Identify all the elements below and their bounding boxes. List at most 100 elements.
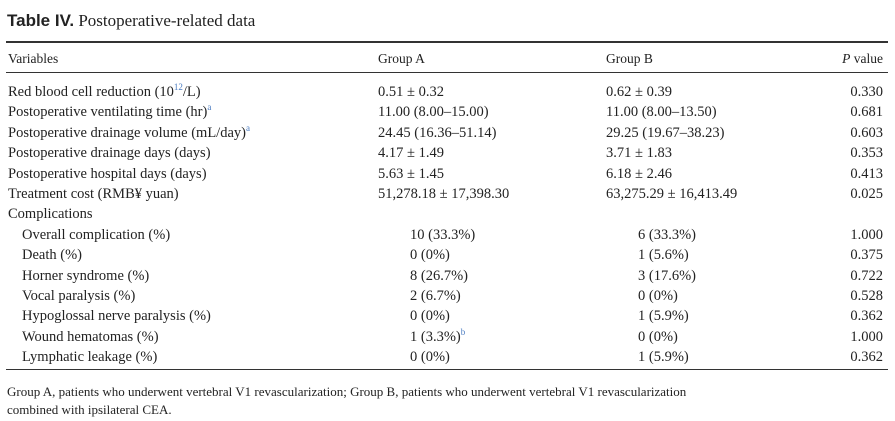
variable-cell-text: Hypoglossal nerve paralysis (%) <box>22 308 211 325</box>
group-a-cell-text: 0 (0%) <box>410 247 450 264</box>
header-cell: P value <box>842 50 883 68</box>
group-b-cell-text: 0 (0%) <box>638 288 678 304</box>
group-a-cell-text: 10 (33.3%) <box>410 226 476 243</box>
variable-cell: Horner syndrome (%) <box>22 267 149 285</box>
title-text: Postoperative-related data <box>78 11 256 30</box>
variable-cell: Postoperative drainage days (days) <box>8 144 211 162</box>
group-a-cell: 1 (3.3%)b <box>410 326 466 346</box>
bottom-rule <box>6 369 888 370</box>
p-cell-text: 1.000 <box>850 226 883 243</box>
footnote: Group A, patients who underwent vertebra… <box>7 384 687 399</box>
footnote-mark: a <box>207 102 212 113</box>
group-b-cell: 0.62 ± 0.39 <box>606 83 672 101</box>
group-a-cell-text: 0 (0%) <box>410 308 450 325</box>
variable-cell-text: Lymphatic leakage (%) <box>22 349 158 366</box>
p-cell-text: 0.375 <box>850 247 883 264</box>
group-b-cell-text: 11.00 (8.00–13.50) <box>606 104 717 121</box>
variable-cell: Postoperative hospital days (days) <box>8 165 207 183</box>
header-cell: Variables <box>8 51 59 66</box>
variable-cell-text: Postoperative drainage volume (mL/day) <box>8 124 246 141</box>
group-a-cell-text: 24.45 (16.36–51.14) <box>378 124 497 141</box>
group-b-cell-text: 63,275.29 ± 16,413.49 <box>606 186 738 202</box>
variable-cell-text: Postoperative drainage days (days) <box>8 145 211 162</box>
group-a-cell: 5.63 ± 1.45 <box>378 165 444 183</box>
p-cell-text: 0.362 <box>850 349 883 366</box>
table-title: Table IV. Postoperative-related data <box>7 12 255 30</box>
group-a-cell: 11.00 (8.00–15.00) <box>378 103 489 121</box>
p-cell: 1.000 <box>850 226 883 244</box>
group-b-cell: 1 (5.9%) <box>638 348 689 366</box>
p-cell-text: 0.603 <box>850 124 883 141</box>
group-a-cell: 10 (33.3%) <box>410 226 475 244</box>
variable-cell: Postoperative ventilating time (hr)a <box>8 103 211 121</box>
group-b-cell-text: 0 (0%) <box>638 328 678 345</box>
variable-cell-text: Postoperative hospital days (days) <box>8 165 207 182</box>
p-cell: 0.330 <box>850 83 883 101</box>
group-a-cell: 0.51 ± 0.32 <box>378 83 444 101</box>
p-cell-text: 0.528 <box>850 288 883 304</box>
group-b-cell-text: 1 (5.9%) <box>638 349 689 366</box>
variable-cell-text: Red blood cell reduction (10 <box>8 84 174 100</box>
p-cell-text: 1.000 <box>850 328 883 345</box>
group-a-cell: 8 (26.7%) <box>410 267 468 285</box>
p-cell: 1.000 <box>850 328 883 346</box>
header-cell: Group A <box>378 51 425 66</box>
variable-cell-text: Treatment cost (RMB¥ yuan) <box>8 186 179 202</box>
variable-cell: Red blood cell reduction (1012/L) <box>8 83 201 101</box>
p-cell-text: 0.722 <box>850 267 883 284</box>
variable-cell: Lymphatic leakage (%) <box>22 348 157 366</box>
footnote: combined with ipsilateral CEA. <box>7 402 172 417</box>
variable-cell-text: /L) <box>182 84 201 100</box>
group-b-cell-text: 1 (5.6%) <box>638 247 689 264</box>
group-b-cell: 3 (17.6%) <box>638 267 696 285</box>
group-b-cell: 63,275.29 ± 16,413.49 <box>606 185 737 203</box>
group-b-cell-text: 6 (33.3%) <box>638 226 696 243</box>
group-b-cell-text: 0.62 ± 0.39 <box>606 84 672 100</box>
footnote-mark: 12 <box>173 82 183 92</box>
p-cell: 0.353 <box>850 144 883 162</box>
group-a-cell: 2 (6.7%) <box>410 287 461 305</box>
variable-cell: Treatment cost (RMB¥ yuan) <box>8 185 179 203</box>
p-cell: 0.722 <box>850 267 883 285</box>
group-b-cell: 6.18 ± 2.46 <box>606 165 672 183</box>
group-a-cell: 0 (0%) <box>410 307 450 325</box>
variable-cell-text: Horner syndrome (%) <box>22 267 150 284</box>
group-b-cell-text: 3 (17.6%) <box>638 267 696 284</box>
variable-cell-text: Overall complication (%) <box>22 226 171 243</box>
p-cell-text: 0.362 <box>850 308 883 325</box>
table-number: Table IV. <box>7 11 75 30</box>
header-rule <box>6 72 888 73</box>
variable-cell-text: Wound hematomas (%) <box>22 328 159 345</box>
group-b-cell-text: 29.25 (19.67–38.23) <box>606 124 725 141</box>
group-b-cell: 29.25 (19.67–38.23) <box>606 124 724 142</box>
p-cell: 0.603 <box>850 124 883 142</box>
p-cell: 0.681 <box>850 103 883 121</box>
group-b-cell: 1 (5.6%) <box>638 246 689 264</box>
header-cell: Group B <box>606 51 653 66</box>
group-a-cell-text: 0.51 ± 0.32 <box>378 84 444 100</box>
section-label: Complications <box>8 206 93 223</box>
p-cell-text: 0.330 <box>850 84 883 100</box>
variable-cell: Wound hematomas (%) <box>22 328 159 346</box>
p-cell: 0.362 <box>850 307 883 325</box>
variable-cell: Hypoglossal nerve paralysis (%) <box>22 307 211 325</box>
p-cell: 0.025 <box>850 185 883 203</box>
p-cell: 0.413 <box>850 165 883 183</box>
p-cell-text: 0.681 <box>850 104 883 121</box>
group-b-cell: 0 (0%) <box>638 287 678 305</box>
group-a-cell: 0 (0%) <box>410 348 450 366</box>
group-a-cell-text: 0 (0%) <box>410 349 450 366</box>
group-b-cell: 0 (0%) <box>638 328 678 346</box>
variable-cell: Overall complication (%) <box>22 226 170 244</box>
group-b-cell-text: 3.71 ± 1.83 <box>606 145 672 162</box>
footnote-mark: b <box>460 326 466 337</box>
p-rest: value <box>853 51 883 66</box>
group-a-cell-text: 2 (6.7%) <box>410 288 461 304</box>
group-b-cell-text: 6.18 ± 2.46 <box>606 165 672 182</box>
group-a-cell: 24.45 (16.36–51.14) <box>378 124 496 142</box>
group-b-cell: 6 (33.3%) <box>638 226 696 244</box>
group-a-cell-text: 8 (26.7%) <box>410 267 468 284</box>
group-b-cell: 1 (5.9%) <box>638 307 689 325</box>
variable-cell-text: Death (%) <box>22 247 82 264</box>
